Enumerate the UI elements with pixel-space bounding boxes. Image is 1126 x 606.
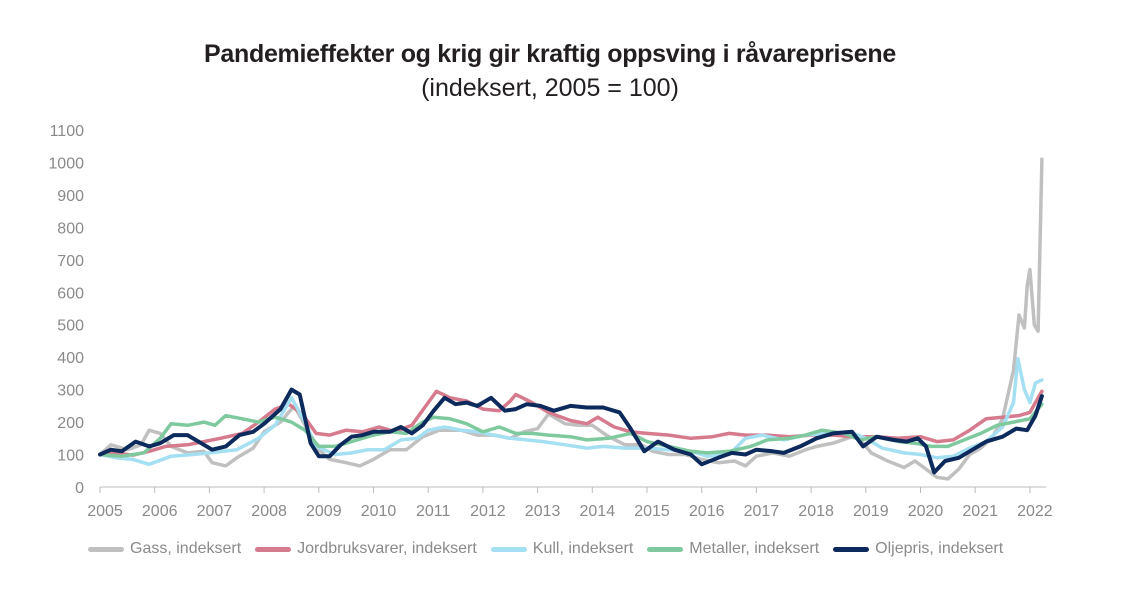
x-tick-label: 2019: [853, 503, 889, 520]
series-line-kull: [98, 357, 1044, 467]
x-tick-label: 2018: [798, 503, 834, 520]
x-tick-label: 2015: [634, 503, 670, 520]
y-tick-label: 1100: [50, 123, 85, 140]
legend-label: Kull, indeksert: [532, 540, 634, 557]
x-axis: 2005 2006 2007 2008 2009 2010 2011 2012 2013 2014…: [87, 486, 1053, 520]
y-tick-label: 300: [57, 383, 84, 400]
y-tick-label: 800: [57, 220, 84, 237]
y-tick-label: 100: [57, 448, 84, 465]
x-tick-label: 2010: [361, 503, 397, 520]
x-tick-label: 2012: [470, 503, 506, 520]
y-tick-label: 700: [57, 253, 84, 270]
y-tick-label: 200: [57, 415, 84, 432]
y-tick-label: 500: [57, 318, 84, 335]
x-tick-label: 2022: [1017, 503, 1053, 520]
legend-item: Oljepris, indeksert: [833, 540, 1003, 558]
chart-title: Pandemieffekter og krig gir kraftig opps…: [204, 40, 896, 68]
legend-label: Metaller, indeksert: [689, 540, 820, 557]
legend-item: Gass, indeksert: [88, 540, 241, 558]
y-tick-label: 0: [75, 480, 84, 497]
legend-swatch: [88, 546, 124, 552]
series-lines: [98, 157, 1044, 481]
legend-item: Kull, indeksert: [490, 540, 634, 558]
x-tick-label: 2011: [416, 503, 451, 520]
x-tick-label: 2017: [744, 503, 780, 520]
x-tick-label: 2020: [908, 503, 944, 520]
x-tick-label: 2016: [689, 503, 725, 520]
x-tick-label: 2007: [197, 503, 233, 520]
y-tick-label: 600: [57, 285, 84, 302]
x-tick-label: 2005: [87, 503, 123, 520]
x-tick-label: 2006: [142, 503, 178, 520]
legend-item: Metaller, indeksert: [647, 540, 819, 558]
y-tick-label: 1000: [48, 155, 84, 172]
legend-swatch: [647, 546, 684, 552]
legend-swatch: [490, 546, 527, 552]
x-tick-label: 2009: [306, 503, 342, 520]
x-tick-label: 2008: [251, 503, 287, 520]
x-tick-label: 2013: [525, 503, 561, 520]
legend-swatch: [255, 546, 292, 552]
series-line-oljepris: [98, 387, 1044, 475]
series-line-gass: [98, 157, 1044, 481]
legend-label: Oljepris, indeksert: [875, 540, 1004, 557]
legend-item: Jordbruksvarer, indeksert: [255, 540, 477, 558]
x-tick-label: 2014: [580, 503, 616, 520]
legend-swatch: [833, 546, 870, 552]
legend-label: Jordbruksvarer, indeksert: [297, 540, 477, 557]
y-tick-label: 400: [57, 350, 84, 367]
y-tick-label: 900: [57, 188, 84, 205]
legend: Gass, indeksert Jordbruksvarer, indeksert…: [88, 540, 1003, 558]
legend-label: Gass, indeksert: [130, 540, 242, 557]
y-axis: 0 100 200 300 400 500 600 700 800 900 1000 1100: [48, 123, 84, 497]
chart-subtitle: (indeksert, 2005 = 100): [421, 74, 679, 102]
x-tick-label: 2021: [962, 503, 998, 520]
